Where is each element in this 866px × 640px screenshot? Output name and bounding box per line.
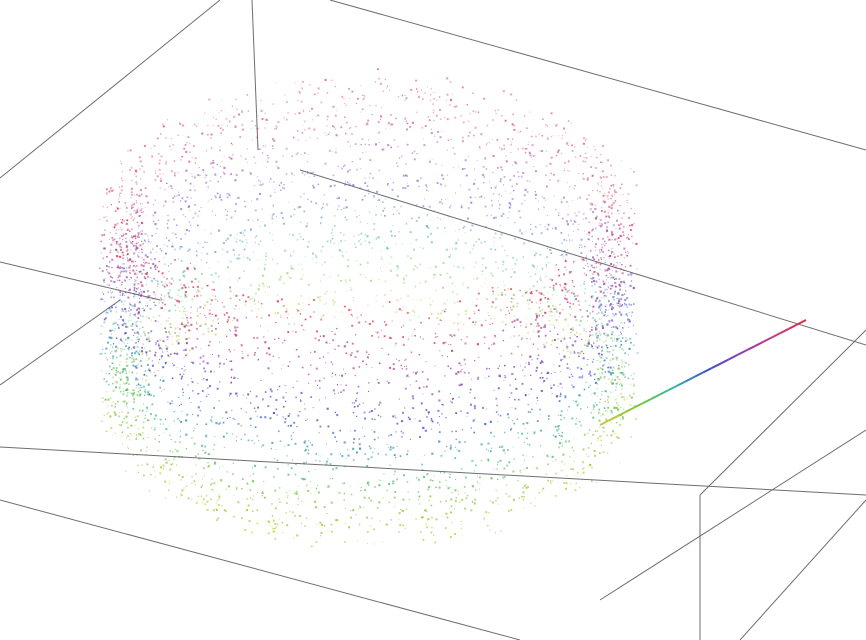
box-edge (0, 0, 221, 179)
box-edge (251, 0, 259, 151)
box-edge (299, 169, 866, 346)
box-edge (0, 261, 161, 301)
box-edge (0, 299, 121, 386)
box-edge (599, 429, 866, 601)
colored-axis-line (599, 319, 807, 426)
bounding-box-back-edges (0, 0, 866, 386)
box-edge (0, 446, 866, 496)
box-edge (329, 0, 866, 151)
point-cloud-ring (99, 68, 639, 548)
box-edge (739, 499, 866, 640)
bounding-box-front-edges (0, 329, 866, 640)
box-edge (699, 329, 866, 496)
box-edge (0, 499, 521, 640)
